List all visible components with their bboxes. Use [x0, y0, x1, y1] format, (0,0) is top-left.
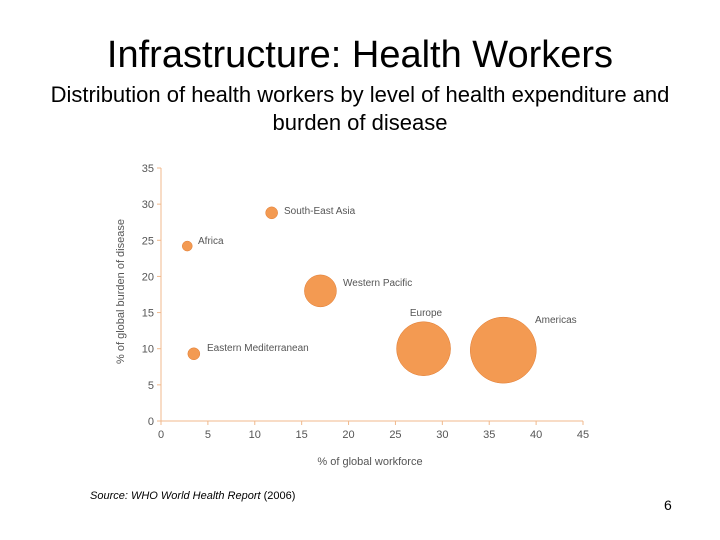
x-tick-label: 20: [342, 429, 354, 441]
bubble-label: Africa: [198, 236, 224, 247]
y-tick-label: 35: [142, 163, 154, 175]
bubble-point: [182, 240, 193, 252]
y-tick-label: 5: [148, 380, 154, 392]
x-tick-label: 35: [483, 429, 495, 441]
bubble-label: Eastern Mediterranean: [207, 343, 309, 354]
bubble-point: [304, 274, 337, 308]
x-tick-label: 30: [436, 429, 448, 441]
x-tick-label: 15: [296, 429, 308, 441]
bubble-label: Americas: [535, 315, 577, 326]
x-tick-label: 40: [530, 429, 542, 441]
source-citation: Source: WHO World Health Report (2006): [90, 490, 295, 502]
bubble-point: [470, 316, 537, 384]
bubble-point: [187, 347, 201, 361]
y-tick-label: 30: [142, 199, 154, 211]
bubble-label: Western Pacific: [343, 278, 412, 289]
y-tick-label: 25: [142, 235, 154, 247]
x-tick-label: 45: [577, 429, 589, 441]
x-tick-label: 5: [205, 429, 211, 441]
slide-title: Infrastructure: Health Workers: [106, 34, 614, 76]
source-year: (2006): [263, 490, 296, 502]
bubble-label: Europe: [410, 308, 443, 319]
x-tick-label: 25: [389, 429, 401, 441]
bubble-point: [396, 321, 451, 376]
page-number: 6: [664, 497, 672, 513]
x-tick-label: 10: [249, 429, 261, 441]
y-tick-label: 10: [142, 344, 154, 356]
slide-subtitle: Distribution of health workers by level …: [50, 82, 670, 135]
y-tick-label: 20: [142, 271, 154, 283]
y-tick-label: 0: [148, 416, 154, 428]
x-tick-label: 0: [158, 429, 164, 441]
x-axis-label: % of global workforce: [317, 456, 422, 468]
bubble-label: South-East Asia: [284, 206, 356, 217]
y-tick-label: 15: [142, 308, 154, 320]
y-axis-label: % of global burden of disease: [115, 219, 127, 364]
bubble-point: [265, 206, 278, 220]
source-text: Source: WHO World Health Report: [90, 490, 261, 502]
